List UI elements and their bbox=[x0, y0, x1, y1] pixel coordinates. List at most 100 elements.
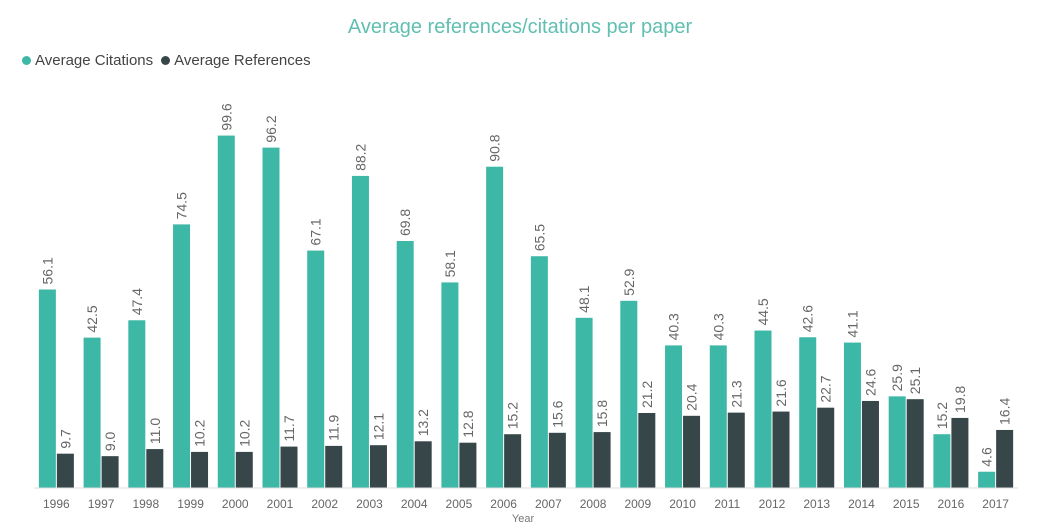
data-label-references: 20.4 bbox=[684, 383, 700, 410]
data-label-references: 24.6 bbox=[862, 368, 878, 395]
x-tick-label: 1996 bbox=[43, 497, 70, 511]
data-label-citations: 41.1 bbox=[844, 310, 860, 337]
bar-citations[interactable] bbox=[38, 289, 56, 488]
bar-citations[interactable] bbox=[351, 175, 369, 488]
data-label-references: 15.8 bbox=[594, 400, 610, 427]
bar-citations[interactable] bbox=[754, 330, 772, 488]
bar-references[interactable] bbox=[280, 446, 298, 488]
data-label-references: 21.6 bbox=[773, 379, 789, 406]
x-tick-label: 2015 bbox=[893, 497, 920, 511]
bar-references[interactable] bbox=[548, 432, 566, 488]
data-label-references: 11.0 bbox=[147, 418, 163, 444]
x-tick-label: 2005 bbox=[446, 497, 473, 511]
legend-marker-references bbox=[161, 56, 171, 65]
x-axis-ticks: 1996 1997 1998 1999 2000 2001 2002 2003 2004 2005… bbox=[43, 497, 1009, 511]
bar-group: 56.1 9.7 42.5 9.0 47.4 11.0 74.5 10.2 99.6 10.2 96… bbox=[38, 103, 1014, 489]
bar-references[interactable] bbox=[56, 453, 74, 488]
bar-citations[interactable] bbox=[441, 282, 459, 488]
bar-references[interactable] bbox=[369, 445, 387, 488]
data-label-references: 11.7 bbox=[281, 415, 297, 441]
x-tick-label: 2008 bbox=[580, 497, 607, 511]
data-label-citations: 4.6 bbox=[979, 447, 995, 467]
bar-references[interactable] bbox=[951, 417, 969, 488]
x-tick-label: 2016 bbox=[938, 497, 965, 511]
legend-item-references[interactable]: Average References bbox=[161, 52, 311, 69]
bar-references[interactable] bbox=[459, 442, 477, 488]
bar-references[interactable] bbox=[101, 456, 119, 488]
x-tick-label: 2010 bbox=[669, 497, 696, 511]
bar-references[interactable] bbox=[325, 445, 343, 488]
data-label-references: 22.7 bbox=[818, 375, 834, 402]
bar-references[interactable] bbox=[727, 412, 745, 488]
data-label-references: 21.3 bbox=[728, 380, 744, 407]
x-tick-label: 1998 bbox=[132, 497, 159, 511]
data-label-citations: 42.5 bbox=[84, 305, 100, 332]
data-label-references: 21.2 bbox=[639, 381, 655, 408]
data-label-citations: 96.2 bbox=[263, 115, 279, 142]
bar-references[interactable] bbox=[772, 411, 790, 488]
bar-citations[interactable] bbox=[530, 256, 548, 488]
bar-references[interactable] bbox=[683, 415, 701, 488]
bar-references[interactable] bbox=[191, 451, 209, 488]
legend-item-citations[interactable]: Average Citations bbox=[22, 52, 153, 69]
data-label-citations: 42.6 bbox=[800, 305, 816, 332]
x-tick-label: 2012 bbox=[759, 497, 786, 511]
bar-references[interactable] bbox=[504, 434, 522, 488]
bar-references[interactable] bbox=[861, 400, 879, 488]
bar-references[interactable] bbox=[414, 441, 432, 488]
data-label-references: 15.6 bbox=[549, 400, 565, 427]
bar-references[interactable] bbox=[817, 407, 835, 488]
data-label-references: 9.7 bbox=[57, 429, 73, 449]
bar-citations[interactable] bbox=[620, 300, 638, 488]
data-label-citations: 99.6 bbox=[218, 103, 234, 130]
data-label-references: 12.1 bbox=[370, 413, 386, 440]
data-label-references: 25.1 bbox=[907, 367, 923, 394]
x-tick-label: 2003 bbox=[356, 497, 383, 511]
bar-references[interactable] bbox=[638, 412, 656, 488]
bar-citations[interactable] bbox=[307, 250, 325, 488]
bar-citations[interactable] bbox=[978, 471, 996, 488]
bar-references[interactable] bbox=[996, 429, 1014, 488]
data-label-references: 11.9 bbox=[326, 414, 342, 440]
data-label-citations: 90.8 bbox=[487, 134, 503, 161]
data-label-citations: 67.1 bbox=[308, 218, 324, 245]
bar-references[interactable] bbox=[593, 432, 611, 488]
bar-citations[interactable] bbox=[262, 147, 280, 488]
data-label-citations: 69.8 bbox=[397, 209, 413, 236]
bar-citations[interactable] bbox=[396, 241, 414, 488]
legend-label-citations: Average Citations bbox=[35, 52, 154, 69]
bar-citations[interactable] bbox=[888, 396, 906, 488]
data-label-citations: 47.4 bbox=[129, 288, 145, 315]
bar-citations[interactable] bbox=[709, 345, 727, 488]
bar-citations[interactable] bbox=[486, 166, 504, 488]
chart-legend: Average Citations Average References bbox=[22, 52, 319, 69]
data-label-citations: 74.5 bbox=[174, 192, 190, 219]
bar-citations[interactable] bbox=[575, 317, 593, 488]
bar-citations[interactable] bbox=[173, 224, 191, 488]
data-label-citations: 44.5 bbox=[755, 298, 771, 325]
x-tick-label: 2011 bbox=[714, 497, 740, 511]
data-label-citations: 58.1 bbox=[442, 250, 458, 277]
x-tick-label: 2014 bbox=[848, 497, 875, 511]
bar-references[interactable] bbox=[906, 399, 924, 488]
bar-citations[interactable] bbox=[933, 434, 951, 488]
data-label-references: 16.4 bbox=[997, 398, 1013, 425]
data-label-references: 9.0 bbox=[102, 431, 118, 451]
bar-citations[interactable] bbox=[799, 337, 817, 488]
data-label-references: 19.8 bbox=[952, 385, 968, 412]
data-label-citations: 48.1 bbox=[576, 285, 592, 312]
x-tick-label: 2001 bbox=[267, 497, 294, 511]
bar-citations[interactable] bbox=[128, 320, 146, 488]
bar-citations[interactable] bbox=[843, 342, 861, 488]
bar-citations[interactable] bbox=[83, 337, 101, 488]
x-tick-label: 2002 bbox=[311, 497, 338, 511]
bar-references[interactable] bbox=[235, 451, 253, 488]
data-label-citations: 15.2 bbox=[934, 402, 950, 429]
data-label-citations: 88.2 bbox=[352, 143, 368, 170]
x-tick-label: 1997 bbox=[88, 497, 115, 511]
bar-references[interactable] bbox=[146, 449, 164, 488]
bar-citations[interactable] bbox=[665, 345, 683, 488]
bar-citations[interactable] bbox=[217, 135, 235, 489]
x-tick-label: 2007 bbox=[535, 497, 562, 511]
data-label-references: 12.8 bbox=[460, 410, 476, 437]
